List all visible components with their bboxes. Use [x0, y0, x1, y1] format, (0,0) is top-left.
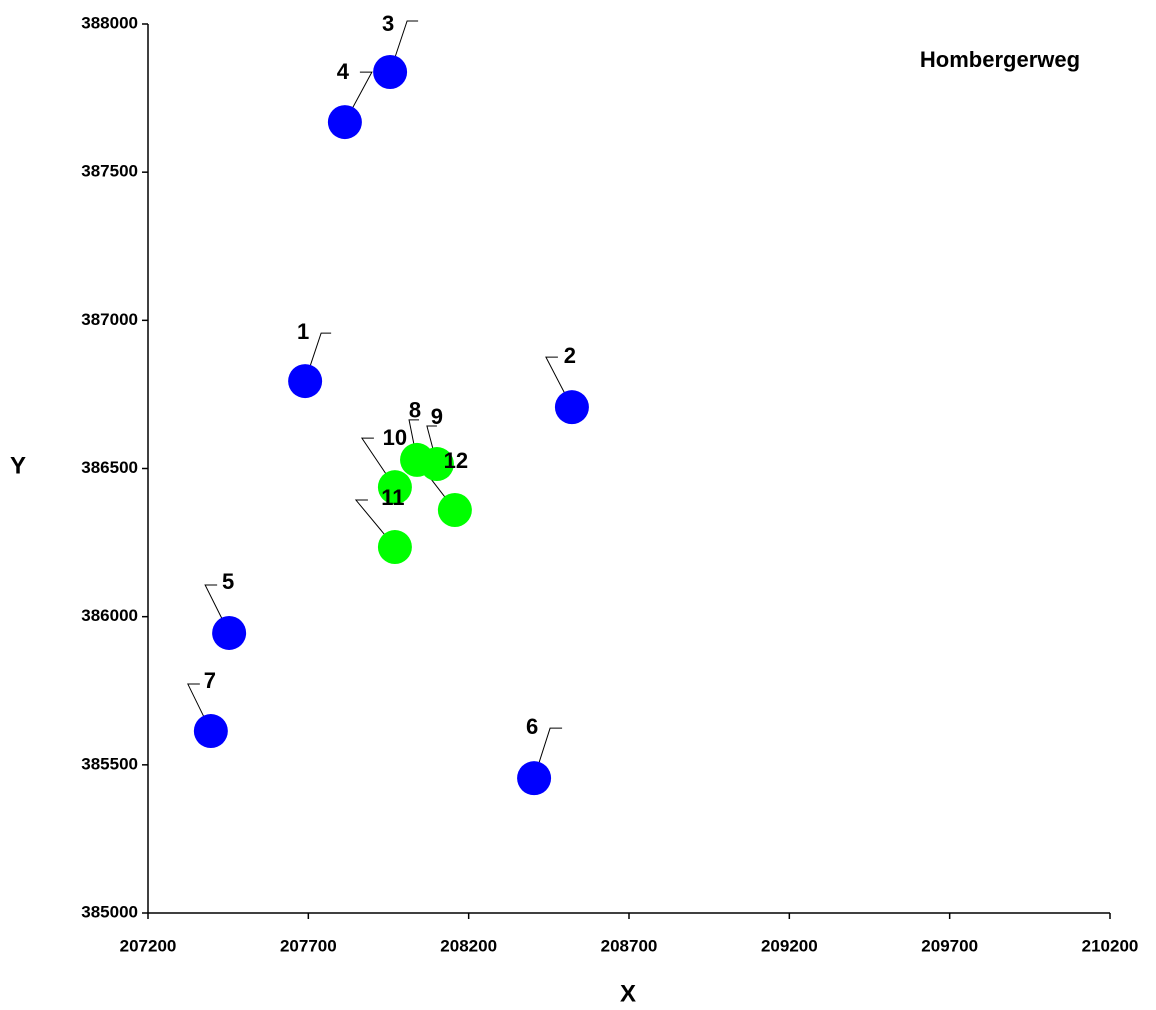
point	[437, 492, 472, 527]
point-label: 7	[204, 668, 216, 693]
point-label: 12	[444, 448, 468, 473]
leader-line	[360, 437, 396, 488]
leader-line	[389, 20, 419, 73]
point	[554, 390, 589, 425]
x-tick-label: 208700	[601, 936, 658, 955]
y-tick-label: 386500	[81, 458, 138, 477]
x-tick-label: 209200	[761, 936, 818, 955]
x-axis-label: X	[620, 980, 636, 1007]
y-tick-label: 388000	[81, 13, 138, 32]
point	[327, 105, 362, 140]
leader-line	[204, 584, 230, 634]
point-label: 10	[383, 425, 407, 450]
leader-line	[187, 683, 212, 732]
x-tick-label: 207700	[280, 936, 337, 955]
y-tick-label: 385000	[81, 902, 138, 921]
point-label: 9	[431, 404, 443, 429]
point	[517, 761, 552, 796]
leader-line	[344, 71, 373, 123]
x-tick-label: 210200	[1082, 936, 1139, 955]
y-axis-label: Y	[10, 452, 26, 479]
point-label: 5	[222, 569, 234, 594]
point-label: 6	[526, 714, 538, 739]
point	[377, 530, 412, 565]
y-tick-label: 385500	[81, 754, 138, 773]
point-label: 4	[337, 59, 350, 84]
x-tick-label: 207200	[120, 936, 177, 955]
point-label: 3	[382, 11, 394, 36]
leader-line	[354, 499, 396, 548]
point-label: 1	[297, 319, 309, 344]
point	[193, 714, 228, 749]
point	[373, 55, 408, 90]
point-label: 2	[564, 343, 576, 368]
leader-line	[545, 356, 573, 408]
leader-line	[533, 727, 563, 779]
point-label: 11	[381, 485, 404, 510]
y-tick-label: 386000	[81, 606, 138, 625]
point	[288, 364, 323, 399]
chart-title: Hombergerweg	[920, 47, 1080, 72]
y-tick-label: 387000	[81, 310, 138, 329]
point	[419, 447, 454, 482]
point	[377, 470, 412, 505]
x-tick-label: 209700	[921, 936, 978, 955]
x-tick-label: 208200	[440, 936, 497, 955]
point-label: 8	[409, 398, 421, 423]
point	[212, 615, 247, 650]
y-tick-label: 387500	[81, 162, 138, 181]
